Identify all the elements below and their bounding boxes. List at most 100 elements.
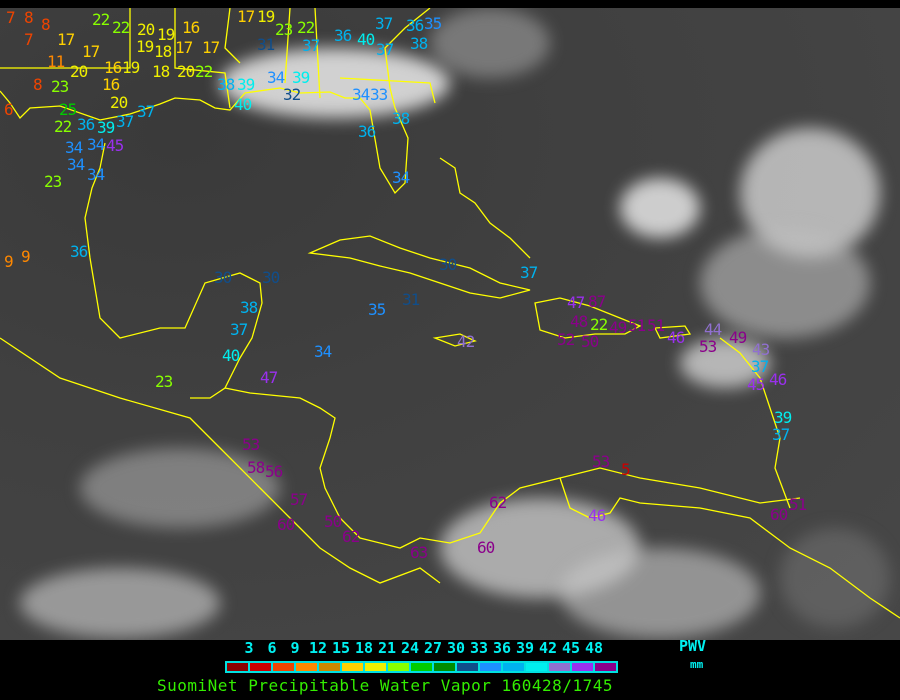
state-borders [0, 8, 436, 109]
station-pwv-value: 46 [769, 370, 787, 389]
station-pwv-value: 56 [265, 462, 283, 481]
station-pwv-value: 51 [789, 495, 807, 514]
bahamas-outline [439, 157, 531, 259]
station-pwv-value: 36 [334, 26, 352, 45]
station-pwv-value: 44 [704, 320, 722, 339]
station-pwv-value: 16 [182, 18, 200, 37]
station-pwv-value: 43 [752, 340, 770, 359]
station-pwv-value: 31 [402, 290, 420, 309]
station-pwv-value: 60 [277, 515, 295, 534]
station-pwv-value: 8 [41, 15, 51, 34]
station-pwv-value: 37 [116, 112, 134, 131]
cloud [80, 448, 280, 528]
station-pwv-value: 39 [774, 408, 792, 427]
station-pwv-value: 45 [106, 136, 124, 155]
pacific-coast [0, 337, 441, 584]
station-pwv-value: 31 [257, 35, 275, 54]
color-bar-segment [319, 663, 342, 671]
station-pwv-value: 23 [51, 77, 69, 96]
color-bar-segment [480, 663, 503, 671]
color-bar-segment [342, 663, 365, 671]
cloud [560, 548, 760, 638]
station-pwv-value: 51 [647, 316, 665, 335]
legend-tick-label: 33 [469, 639, 489, 657]
legend-unit: mm [690, 658, 704, 671]
legend-tick-label: 15 [331, 639, 351, 657]
station-pwv-value: 7 [24, 30, 34, 49]
station-pwv-value: 40 [222, 346, 240, 365]
station-pwv-value: 20 [137, 20, 155, 39]
station-pwv-value: 18 [154, 42, 172, 61]
coastlines [0, 8, 900, 619]
station-pwv-value: 49 [609, 318, 627, 337]
station-pwv-value: 39 [292, 68, 310, 87]
station-pwv-value: 32 [283, 85, 301, 104]
coastline-paths [0, 8, 900, 619]
station-pwv-value: 16 [102, 75, 120, 94]
station-pwv-value: 47 [567, 293, 585, 312]
station-pwv-value: 19 [257, 8, 275, 26]
legend-tick-label: 18 [354, 639, 374, 657]
station-pwv-value: 33 [370, 85, 388, 104]
station-pwv-value: 62 [489, 493, 507, 512]
lesser-antilles [719, 337, 791, 509]
mexico-coast [84, 142, 263, 399]
station-pwv-value: 37 [376, 40, 394, 59]
station-pwv-value: 53 [242, 435, 260, 454]
cuba-outline [307, 235, 531, 299]
legend-tick-label: 3 [244, 639, 254, 657]
color-bar-segment [434, 663, 457, 671]
central-america-coast [224, 387, 801, 549]
color-bar-segment [365, 663, 388, 671]
color-bar [225, 661, 618, 673]
station-pwv-value: 47 [260, 368, 278, 387]
station-pwv-value: 18 [152, 62, 170, 81]
cloud [680, 338, 770, 388]
cloud [20, 568, 220, 638]
station-pwv-value: 11 [47, 52, 65, 71]
station-pwv-value: 20 [177, 62, 195, 81]
station-pwv-value: 63 [410, 543, 428, 562]
station-pwv-value: 30 [214, 268, 232, 287]
station-pwv-value: 62 [342, 527, 360, 546]
station-pwv-value: 37 [751, 357, 769, 376]
station-pwv-value: 19 [136, 37, 154, 56]
legend-tick-label: 36 [492, 639, 512, 657]
station-pwv-value: 38 [392, 109, 410, 128]
color-bar-segment [457, 663, 480, 671]
station-pwv-value: 20 [70, 62, 88, 81]
station-pwv-value: 17 [82, 42, 100, 61]
station-pwv-value: 34 [267, 68, 285, 87]
station-pwv-value: 34 [65, 138, 83, 157]
cloud [430, 8, 550, 78]
legend-unit-label: PWV [679, 637, 707, 655]
station-pwv-value: 36 [77, 115, 95, 134]
station-pwv-value: 37 [137, 102, 155, 121]
jamaica-outline [432, 333, 477, 347]
station-pwv-value: 30 [262, 268, 280, 287]
south-america-coast [559, 477, 900, 619]
station-pwv-value: 8 [24, 8, 34, 27]
legend-tick-label: 27 [423, 639, 443, 657]
station-pwv-value: 17 [237, 8, 255, 26]
station-pwv-value: 34 [87, 165, 105, 184]
station-pwv-value: 36 [406, 16, 424, 35]
station-pwv-value: 39 [97, 118, 115, 137]
station-pwv-value: 9 [21, 247, 31, 266]
station-pwv-value: 35 [368, 300, 386, 319]
station-pwv-value: 20 [110, 93, 128, 112]
station-pwv-value: 17 [202, 38, 220, 57]
station-pwv-value: 23 [155, 372, 173, 391]
station-pwv-value: 50 [324, 512, 342, 531]
station-pwv-value: 23 [275, 20, 293, 39]
station-pwv-value: 34 [314, 342, 332, 361]
legend-tick-label: 48 [584, 639, 604, 657]
station-pwv-value: 37 [375, 14, 393, 33]
cloud [780, 528, 890, 628]
station-pwv-value: 53 [592, 452, 610, 471]
station-pwv-value: 34 [67, 155, 85, 174]
station-pwv-value: 22 [590, 315, 608, 334]
station-pwv-value: 34 [352, 85, 370, 104]
station-pwv-value: 37 [772, 425, 790, 444]
